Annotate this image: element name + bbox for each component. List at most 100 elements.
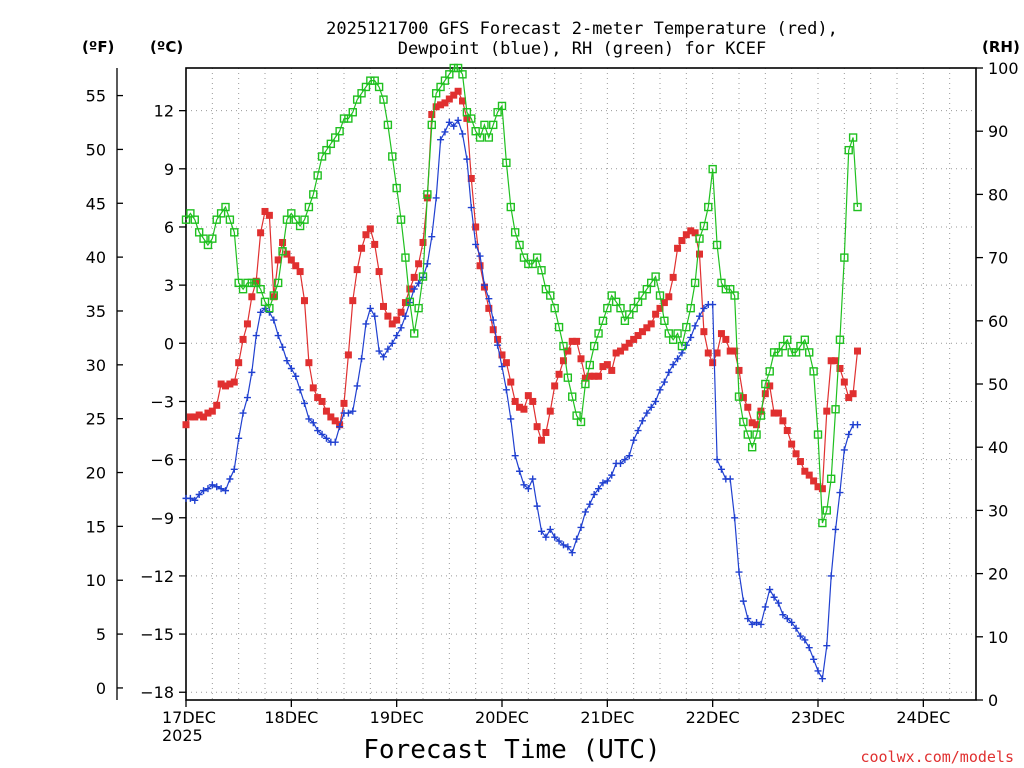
rh-point: [712, 240, 722, 250]
temperature-point: [656, 304, 664, 312]
rh-point: [589, 341, 599, 351]
rh-point: [726, 285, 735, 294]
rh-point: [458, 70, 467, 79]
chart-title-line-1: 2025121700 GFS Forecast 2-meter Temperat…: [326, 19, 838, 39]
fahrenheit-tick-label: 45: [86, 194, 106, 213]
temperature-point: [581, 374, 589, 382]
dewpoint-point: [854, 421, 861, 429]
rh-point: [603, 303, 612, 313]
dewpoint-point: [590, 491, 598, 499]
celsius-tick-label: −9: [150, 509, 174, 528]
rh-point: [212, 215, 221, 224]
dewpoint-point: [322, 434, 330, 442]
rh-point: [572, 411, 581, 420]
rh-point: [431, 89, 441, 98]
rh-point: [585, 360, 594, 370]
temperature-point: [748, 419, 756, 427]
rh-point: [208, 234, 217, 243]
temperature-point: [753, 421, 761, 429]
dewpoint-point: [678, 349, 686, 357]
rh-point: [822, 506, 831, 515]
temperature-point: [502, 359, 510, 367]
temperature-point: [279, 238, 287, 246]
rh-point: [546, 291, 555, 300]
dewpoint-point: [687, 333, 695, 341]
temperature-point: [735, 366, 743, 374]
rh-point: [352, 95, 362, 104]
temperature-point: [586, 372, 594, 380]
dewpoint-point: [450, 122, 458, 130]
temperature-point: [327, 413, 335, 421]
dewpoint-point: [415, 279, 423, 287]
rh-point: [664, 329, 673, 338]
celsius-tick-label: 12: [154, 102, 174, 121]
rh-point: [480, 120, 489, 130]
temperature-point: [358, 244, 366, 252]
dewpoint-point: [480, 281, 488, 289]
temperature-point: [494, 335, 502, 343]
temperature-point: [516, 403, 524, 411]
temperature-point: [371, 240, 379, 248]
dewpoint-point: [796, 632, 804, 640]
temperature-point: [226, 380, 234, 388]
rh-point: [769, 348, 779, 357]
temperature-point: [230, 378, 238, 386]
temperature-point: [595, 372, 603, 380]
temperature-point: [248, 293, 256, 301]
rh-point: [287, 209, 296, 218]
dewpoint-point: [410, 285, 418, 293]
dewpoint-point: [248, 368, 256, 376]
temperature-point: [612, 349, 620, 357]
temperature-point: [406, 285, 414, 293]
dewpoint-point: [305, 415, 313, 423]
temperature-point: [191, 413, 199, 421]
temperature-point: [397, 308, 405, 316]
rh-point: [392, 183, 401, 193]
rh-point: [361, 82, 371, 92]
rh-point: [339, 114, 349, 123]
rh-point: [791, 348, 801, 357]
temperature-point: [322, 407, 330, 415]
dewpoint-point: [208, 481, 216, 489]
dewpoint-point: [700, 304, 708, 312]
rh-tick-label: 0: [988, 691, 998, 710]
dewpoint-point: [538, 527, 545, 535]
rh-tick-label: 100: [988, 59, 1019, 78]
temperature-point: [419, 238, 427, 246]
dewpoint-point: [270, 316, 278, 324]
celsius-tick-label: −3: [150, 392, 174, 411]
temperature-point: [577, 355, 585, 363]
dewpoint-point: [766, 585, 774, 593]
dewpoint-point: [252, 332, 260, 340]
fahrenheit-tick-label: 0: [96, 679, 106, 698]
celsius-tick-label: 9: [164, 160, 174, 179]
dewpoint-point: [573, 535, 581, 543]
rh-point: [809, 367, 818, 376]
temperature-point: [775, 409, 782, 417]
temperature-point: [744, 403, 752, 411]
rh-point: [462, 108, 472, 117]
dewpoint-point: [423, 260, 431, 268]
dewpoint-point: [349, 407, 357, 415]
chart-title-line-2: Dewpoint (blue), RH (green) for KCEF: [398, 39, 766, 59]
rh-point: [541, 285, 551, 294]
rh-point: [401, 253, 410, 262]
dewpoint-point: [331, 438, 339, 446]
temperature-point: [630, 335, 638, 343]
temperature-point: [287, 256, 295, 264]
rh-point: [331, 133, 340, 142]
dewpoint-point: [577, 523, 585, 531]
temperature-point: [261, 207, 269, 215]
temperature-point: [726, 347, 734, 355]
dewpoint-point: [717, 465, 725, 473]
rh-point: [445, 70, 454, 79]
x-tick-sublabel: 2025: [162, 726, 203, 745]
fahrenheit-tick-label: 25: [86, 410, 106, 429]
rh-point: [747, 443, 757, 452]
temperature-point: [349, 297, 357, 305]
x-tick-label: 20DEC: [475, 708, 529, 727]
rh-point: [576, 417, 586, 427]
rh-point: [686, 303, 695, 313]
dewpoint-point: [735, 568, 743, 576]
temperature-point: [709, 359, 717, 367]
